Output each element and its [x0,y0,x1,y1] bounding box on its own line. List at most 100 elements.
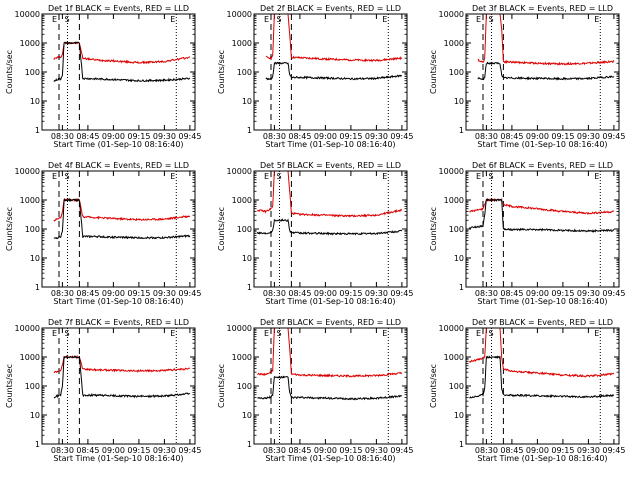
plot-panel-3: Det 3f BLACK = Events, RED = LLD Start Ti… [429,4,625,149]
plot-frame [465,13,620,131]
series-line-lld [468,328,615,378]
y-tick-label: 10 [242,411,252,420]
y-tick-label: 10000 [227,10,252,19]
y-tick-label: 10 [242,97,252,106]
plot-frame [41,327,196,445]
x-tick-label: 09:30 [365,132,388,141]
x-tick-label: 09:15 [339,446,362,455]
plot-panel-7: Det 7f BLACK = Events, RED = LLD Start Ti… [5,318,201,463]
x-tick-label: 09:15 [127,132,150,141]
y-tick-label: 100 [449,225,464,234]
plot-panel-9: Det 9f BLACK = Events, RED = LLD Start Ti… [429,318,625,463]
y-tick-label: 1000 [444,353,464,362]
x-tick-label: 09:15 [339,289,362,298]
series-line-events [257,375,403,401]
interval-marker-label: S [277,172,282,181]
series-line-lld [256,171,403,218]
y-tick-label: 100 [25,382,40,391]
x-tick-label: 09:15 [339,132,362,141]
y-tick-label: 10 [30,97,40,106]
x-tick-label: 08:45 [500,446,523,455]
y-tick-label: 1 [247,283,252,292]
interval-marker-label: E [170,15,175,24]
interval-marker-label: S [65,15,70,24]
interval-marker-label: E [52,329,57,338]
interval-marker-label: S [277,329,282,338]
series-line-lld [477,14,615,66]
y-axis-label: Counts/sec [5,364,14,408]
x-tick-label: 09:30 [577,132,600,141]
x-axis-label: Start Time (01-Sep-10 08:16:40) [477,140,607,149]
y-tick-label: 10000 [439,324,464,333]
series-line-lld [53,198,191,222]
x-tick-label: 08:30 [263,446,286,455]
plot-panel-4: Det 4f BLACK = Events, RED = LLD Start Ti… [5,161,201,306]
x-tick-label: 08:30 [475,289,498,298]
plot-title: Det 8f BLACK = Events, RED = LLD [260,318,401,327]
plot-frame [465,170,620,288]
x-tick-label: 08:45 [76,446,99,455]
x-tick-label: 09:15 [127,289,150,298]
plot-frame [465,327,620,445]
y-tick-label: 1000 [232,353,252,362]
series-line-lld [265,14,403,63]
y-tick-label: 10000 [227,324,252,333]
x-axis-label: Start Time (01-Sep-10 08:16:40) [477,297,607,306]
x-tick-label: 09:00 [102,446,125,455]
interval-marker-label: E [382,172,387,181]
x-tick-label: 08:45 [288,132,311,141]
interval-marker-label: E [382,15,387,24]
x-tick-label: 09:45 [178,446,201,455]
x-tick-label: 09:30 [153,446,176,455]
plot-title: Det 9f BLACK = Events, RED = LLD [472,318,613,327]
series-line-events [469,355,615,399]
x-tick-label: 09:30 [577,289,600,298]
x-tick-label: 09:45 [178,132,201,141]
plot-title: Det 5f BLACK = Events, RED = LLD [260,161,401,170]
plot-frame [41,13,196,131]
interval-marker-label: S [277,15,282,24]
y-tick-label: 10 [30,254,40,263]
x-tick-label: 08:45 [76,289,99,298]
x-tick-label: 08:45 [288,289,311,298]
x-tick-label: 08:45 [76,132,99,141]
y-tick-label: 10 [454,97,464,106]
y-axis-label: Counts/sec [429,207,438,251]
y-tick-label: 10000 [439,10,464,19]
x-tick-label: 09:15 [551,446,574,455]
y-tick-label: 10 [454,254,464,263]
x-tick-label: 09:00 [102,132,125,141]
x-tick-label: 09:30 [153,132,176,141]
interval-marker-label: E [170,329,175,338]
y-axis-label: Counts/sec [429,364,438,408]
interval-marker-label: E [594,15,599,24]
series-line-lld [53,41,191,65]
x-tick-label: 08:30 [475,446,498,455]
y-tick-label: 100 [25,68,40,77]
y-tick-label: 100 [237,68,252,77]
x-tick-label: 09:15 [551,132,574,141]
x-tick-label: 08:30 [263,132,286,141]
y-tick-label: 100 [449,382,464,391]
y-tick-label: 100 [237,225,252,234]
x-tick-label: 09:45 [390,132,413,141]
plot-title: Det 1f BLACK = Events, RED = LLD [48,4,189,13]
plot-panel-1: Det 1f BLACK = Events, RED = LLD Start Ti… [5,4,201,149]
x-tick-label: 08:30 [51,289,74,298]
series-line-events [468,197,615,233]
y-tick-label: 100 [25,225,40,234]
x-tick-label: 09:00 [526,446,549,455]
plot-title: Det 7f BLACK = Events, RED = LLD [48,318,189,327]
plot-panel-8: Det 8f BLACK = Events, RED = LLD Start Ti… [217,318,413,463]
x-axis-label: Start Time (01-Sep-10 08:16:40) [477,454,607,463]
y-tick-label: 1000 [20,353,40,362]
plot-frame [253,327,408,445]
x-tick-label: 09:00 [526,132,549,141]
interval-marker-label: E [52,15,57,24]
x-tick-label: 08:45 [288,446,311,455]
interval-marker-label: E [170,172,175,181]
x-tick-label: 08:45 [500,132,523,141]
interval-marker-label: S [65,329,70,338]
y-axis-label: Counts/sec [5,207,14,251]
